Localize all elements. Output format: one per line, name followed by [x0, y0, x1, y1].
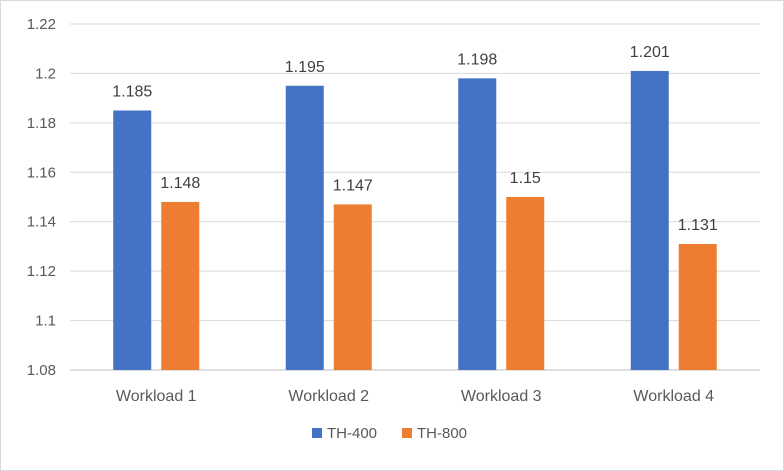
- data-label: 1.198: [457, 51, 497, 68]
- data-label: 1.185: [112, 84, 152, 101]
- x-tick-label: Workload 1: [116, 388, 197, 405]
- data-label: 1.147: [333, 177, 373, 194]
- data-label: 1.15: [510, 170, 541, 187]
- bar-th-800-1: [161, 201, 200, 370]
- bar-th-800-2: [333, 204, 372, 370]
- bar-th-400-2: [285, 85, 324, 371]
- bar-th-400-1: [113, 110, 152, 370]
- legend-label: TH-800: [417, 425, 467, 442]
- legend-label: TH-400: [327, 425, 377, 442]
- data-labels: 1.185 1.148 1.195 1.147 1.198 1.15 1.201 1.131: [112, 44, 718, 234]
- data-label: 1.201: [630, 44, 670, 61]
- y-axis: 1.08 1.1 1.12 1.14 1.16 1.18 1.2 1.22: [27, 16, 56, 379]
- data-label: 1.148: [160, 175, 200, 192]
- bar-th-400-4: [630, 70, 669, 370]
- y-tick-label: 1.12: [27, 263, 56, 280]
- bars: [113, 70, 717, 371]
- data-label: 1.195: [285, 59, 325, 76]
- y-tick-label: 1.2: [35, 65, 56, 82]
- y-tick-label: 1.16: [27, 164, 56, 181]
- y-tick-label: 1.14: [27, 214, 56, 231]
- y-tick-label: 1.1: [35, 313, 56, 330]
- data-label: 1.131: [678, 217, 718, 234]
- legend-swatch-th-400: [312, 428, 322, 438]
- bar-th-400-3: [458, 78, 497, 370]
- legend: TH-400 TH-800: [312, 425, 467, 442]
- legend-swatch-th-800: [402, 428, 412, 438]
- bar-th-800-3: [506, 197, 545, 370]
- x-tick-label: Workload 3: [461, 388, 542, 405]
- y-tick-label: 1.18: [27, 115, 56, 132]
- x-tick-label: Workload 4: [633, 388, 714, 405]
- y-tick-label: 1.22: [27, 16, 56, 33]
- x-axis: Workload 1 Workload 2 Workload 3 Workload 4: [116, 388, 714, 405]
- bar-th-800-4: [678, 243, 717, 370]
- x-tick-label: Workload 2: [288, 388, 369, 405]
- y-tick-label: 1.08: [27, 362, 56, 379]
